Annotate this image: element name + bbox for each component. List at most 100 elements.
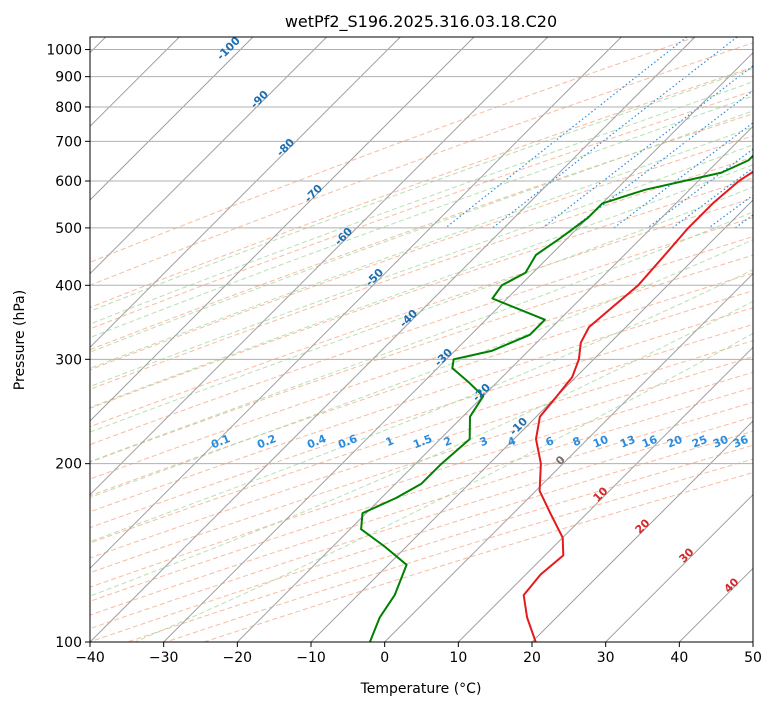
dry-adiabat-label: -90 <box>248 88 271 111</box>
temperature-profile-line <box>522 170 753 642</box>
series-layer <box>360 154 753 642</box>
moist-adiabat-label: 40 <box>722 575 742 595</box>
dry-adiabat-line <box>90 401 753 616</box>
mixing-ratio-line <box>572 89 753 229</box>
isotherm-line <box>90 37 401 349</box>
mixing-ratio-label: 10 <box>591 433 610 451</box>
x-tick-label: −20 <box>223 650 253 666</box>
dry-adiabat-line <box>90 156 753 390</box>
y-tick-label: 900 <box>55 70 82 86</box>
y-tick-label: 500 <box>55 221 82 237</box>
y-tick-label: 700 <box>55 134 82 150</box>
y-tick-label: 600 <box>55 174 82 190</box>
isotherm-line <box>90 37 696 642</box>
dry-adiabat-line <box>90 323 753 544</box>
dry-adiabat-line <box>90 254 753 480</box>
isotherm-line <box>90 37 475 422</box>
isotherm-line <box>90 37 622 570</box>
plot-frame <box>89 36 754 643</box>
dry-adiabat-line <box>90 177 753 409</box>
mixing-ratio-line <box>672 167 753 229</box>
grid-layer <box>90 37 753 642</box>
dry-adiabat-line <box>90 340 753 559</box>
dry-adiabat-line <box>90 356 753 574</box>
dry-adiabat-label: -70 <box>302 182 325 205</box>
dry-adiabat-line <box>90 66 753 309</box>
isotherm-line <box>90 37 254 201</box>
isotherm-line <box>236 125 753 642</box>
y-tick-label: 1000 <box>46 43 82 59</box>
dry-adiabat-line <box>90 272 753 497</box>
mixing-ratio-line <box>613 122 753 229</box>
y-tick-label: 400 <box>55 278 82 294</box>
moist-adiabat-line <box>90 211 753 463</box>
x-tick-label: 30 <box>597 650 615 666</box>
dry-adiabat-label: -100 <box>214 34 243 63</box>
isotherm-line <box>90 37 328 275</box>
dry-adiabat-line <box>90 416 753 630</box>
y-tick-label: 800 <box>55 100 82 116</box>
x-tick-label: 50 <box>744 650 762 666</box>
mixing-ratio-label: 8 <box>571 434 583 449</box>
x-tick-label: 10 <box>449 650 467 666</box>
dry-adiabat-line <box>90 42 753 286</box>
mixing-ratio-line <box>734 214 753 229</box>
isotherm-line <box>605 493 753 642</box>
x-tick-label: −40 <box>75 650 105 666</box>
moist-adiabat-line <box>90 186 753 433</box>
mixing-ratio-label: 6 <box>544 434 556 449</box>
x-tick-label: 20 <box>523 650 541 666</box>
mixing-ratio-line <box>542 65 753 229</box>
mixing-ratio-label: 13 <box>618 433 637 451</box>
mixing-ratio-label: 16 <box>640 433 659 451</box>
isotherm-line <box>90 37 549 496</box>
mixing-ratio-label: 0.2 <box>255 432 278 451</box>
isotherm-line <box>163 51 753 642</box>
moist-adiabat-line <box>90 300 753 597</box>
moist-adiabat-line <box>90 164 753 408</box>
moist-adiabat-label: 20 <box>633 516 653 536</box>
mixing-ratio-label: 36 <box>731 433 750 451</box>
moist-adiabat-line <box>90 81 753 325</box>
dry-adiabat-line <box>90 371 753 588</box>
dry-adiabat-line <box>90 113 753 351</box>
x-tick-label: −30 <box>149 650 179 666</box>
y-axis-label: Pressure (hPa) <box>12 290 28 390</box>
moist-adiabat-line <box>90 67 753 312</box>
mixing-ratio-label: 3 <box>478 434 490 449</box>
mixing-ratio-label: 1 <box>384 434 396 449</box>
moist-adiabat-label: 30 <box>677 545 697 565</box>
dewpoint-profile-line <box>360 154 753 642</box>
mixing-ratio-label: 30 <box>711 433 730 451</box>
dry-adiabat-label: -20 <box>470 381 493 404</box>
dry-adiabat-line <box>90 290 753 513</box>
moist-adiabat-line <box>134 332 753 642</box>
x-tick-label: −10 <box>296 650 326 666</box>
dry-adiabat-label: -80 <box>274 136 297 159</box>
y-tick-label: 300 <box>55 352 82 368</box>
x-tick-label: 0 <box>380 650 389 666</box>
moist-adiabat-line <box>90 269 753 543</box>
mixing-ratio-label: 20 <box>665 433 684 451</box>
dry-adiabat-line <box>90 386 753 602</box>
x-tick-label: 40 <box>670 650 688 666</box>
x-axis-label: Temperature (°C) <box>360 681 482 697</box>
moist-adiabat-line <box>90 239 753 499</box>
isotherm-line <box>752 641 753 642</box>
dry-adiabat-line <box>90 307 753 529</box>
mixing-ratio-label: 2 <box>442 434 454 449</box>
isotherm-line <box>678 567 753 642</box>
isotherm-line <box>310 199 753 642</box>
mixing-ratio-label: 0.4 <box>305 432 328 451</box>
mixing-ratio-label: 25 <box>690 433 709 451</box>
isotherm-line <box>457 346 753 642</box>
y-tick-label: 100 <box>55 635 82 651</box>
isotherm-line <box>531 420 753 642</box>
chart-title: wetPf2_S196.2025.316.03.18.C20 <box>285 12 557 32</box>
dry-adiabat-label: -40 <box>397 307 420 330</box>
isotherm-line <box>384 272 753 642</box>
y-tick-label: 200 <box>55 457 82 473</box>
axis-layer: −40 −30 −20 −10 0 10 20 30 40 50 1000 900 800 700 600 5… <box>46 43 762 666</box>
dry-adiabat-line <box>90 37 696 263</box>
